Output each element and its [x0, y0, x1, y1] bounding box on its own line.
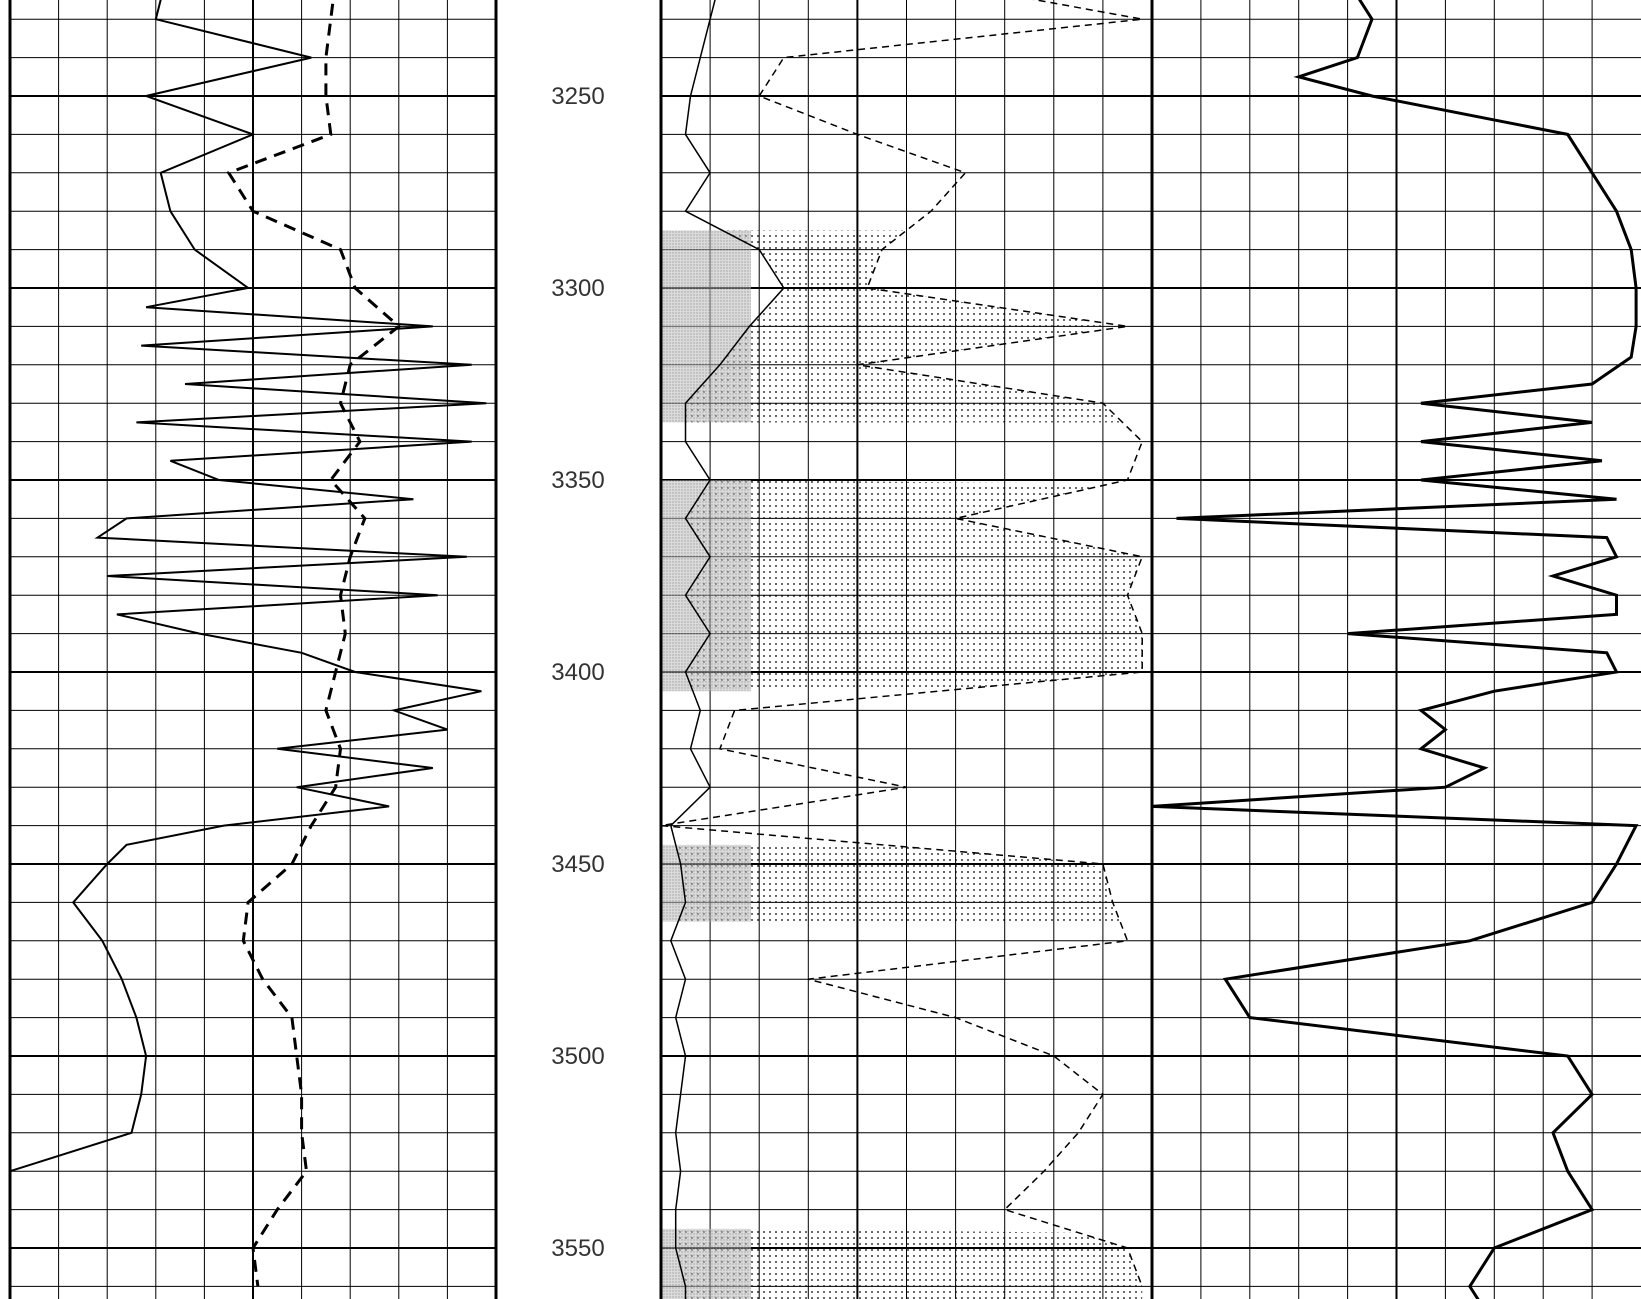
- shaded-zone: [675, 1228, 1143, 1299]
- depth-tick-label: 3350: [551, 467, 604, 494]
- track-3-curve-1: [1151, 0, 1639, 1299]
- depth-tick-label: 3400: [551, 659, 604, 686]
- track-1-curve-1: [9, 0, 487, 1299]
- curve-layer: [9, 0, 1639, 1299]
- track-2-curve-1: [669, 0, 785, 1299]
- depth-tick-label: 3450: [551, 851, 604, 878]
- track-1-curve-2: [226, 0, 402, 1287]
- depth-tick-label: 3300: [551, 275, 604, 302]
- dense-shaded-zone: [661, 1228, 751, 1299]
- track-2-curve-2: [660, 0, 1144, 1287]
- shading-layer: [661, 230, 1143, 1299]
- dense-shaded-zone: [661, 480, 751, 692]
- dense-shaded-zone: [661, 230, 751, 423]
- shaded-zone: [685, 480, 1143, 692]
- depth-tick-label: 3550: [551, 1235, 604, 1262]
- shaded-zone: [685, 230, 1123, 423]
- track-borders: [8, 0, 1154, 1299]
- depth-tick-label: 3250: [551, 83, 604, 110]
- shaded-zone: [675, 844, 1121, 922]
- dense-shaded-zone: [661, 844, 751, 922]
- depth-tick-label: 3500: [551, 1043, 604, 1070]
- depth-axis-labels: 3250 3300 3350 3400 3450 3500 3550: [551, 83, 604, 1262]
